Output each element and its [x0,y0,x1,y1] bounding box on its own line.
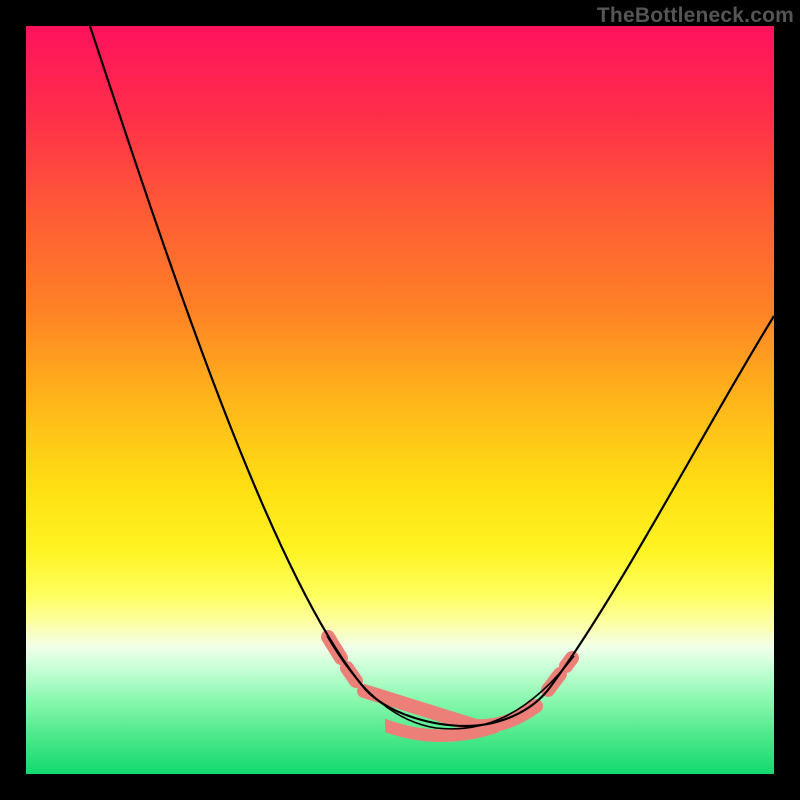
v-curve [90,26,774,726]
curves-layer [26,26,774,774]
watermark-text: TheBottleneck.com [597,4,794,28]
plot-area [26,26,774,774]
